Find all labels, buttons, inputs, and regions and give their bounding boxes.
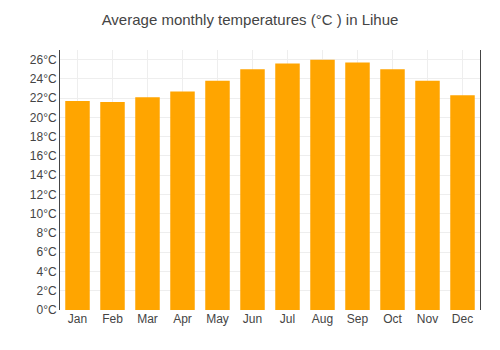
svg-text:Oct: Oct	[383, 312, 402, 326]
svg-text:22°C: 22°C	[30, 91, 57, 105]
svg-text:26°C: 26°C	[30, 53, 57, 67]
svg-text:14°C: 14°C	[30, 168, 57, 182]
svg-text:Nov: Nov	[417, 312, 438, 326]
svg-text:Aug: Aug	[312, 312, 333, 326]
svg-text:May: May	[206, 312, 229, 326]
svg-text:12°C: 12°C	[30, 188, 57, 202]
svg-text:20°C: 20°C	[30, 111, 57, 125]
svg-text:24°C: 24°C	[30, 72, 57, 86]
svg-text:Mar: Mar	[137, 312, 158, 326]
svg-text:18°C: 18°C	[30, 130, 57, 144]
svg-text:Jan: Jan	[68, 312, 87, 326]
svg-text:Apr: Apr	[173, 312, 192, 326]
svg-text:Sep: Sep	[347, 312, 369, 326]
svg-text:6°C: 6°C	[36, 245, 56, 259]
svg-text:Dec: Dec	[452, 312, 473, 326]
svg-text:Jun: Jun	[243, 312, 262, 326]
svg-text:2°C: 2°C	[36, 284, 56, 298]
svg-text:Feb: Feb	[102, 312, 123, 326]
svg-text:16°C: 16°C	[30, 149, 57, 163]
svg-text:0°C: 0°C	[36, 303, 56, 317]
svg-text:8°C: 8°C	[36, 226, 56, 240]
svg-text:10°C: 10°C	[30, 207, 57, 221]
svg-text:Jul: Jul	[280, 312, 295, 326]
svg-text:4°C: 4°C	[36, 265, 56, 279]
svg-text:Average monthly temperatures (: Average monthly temperatures (°C ) in Li…	[102, 11, 399, 28]
